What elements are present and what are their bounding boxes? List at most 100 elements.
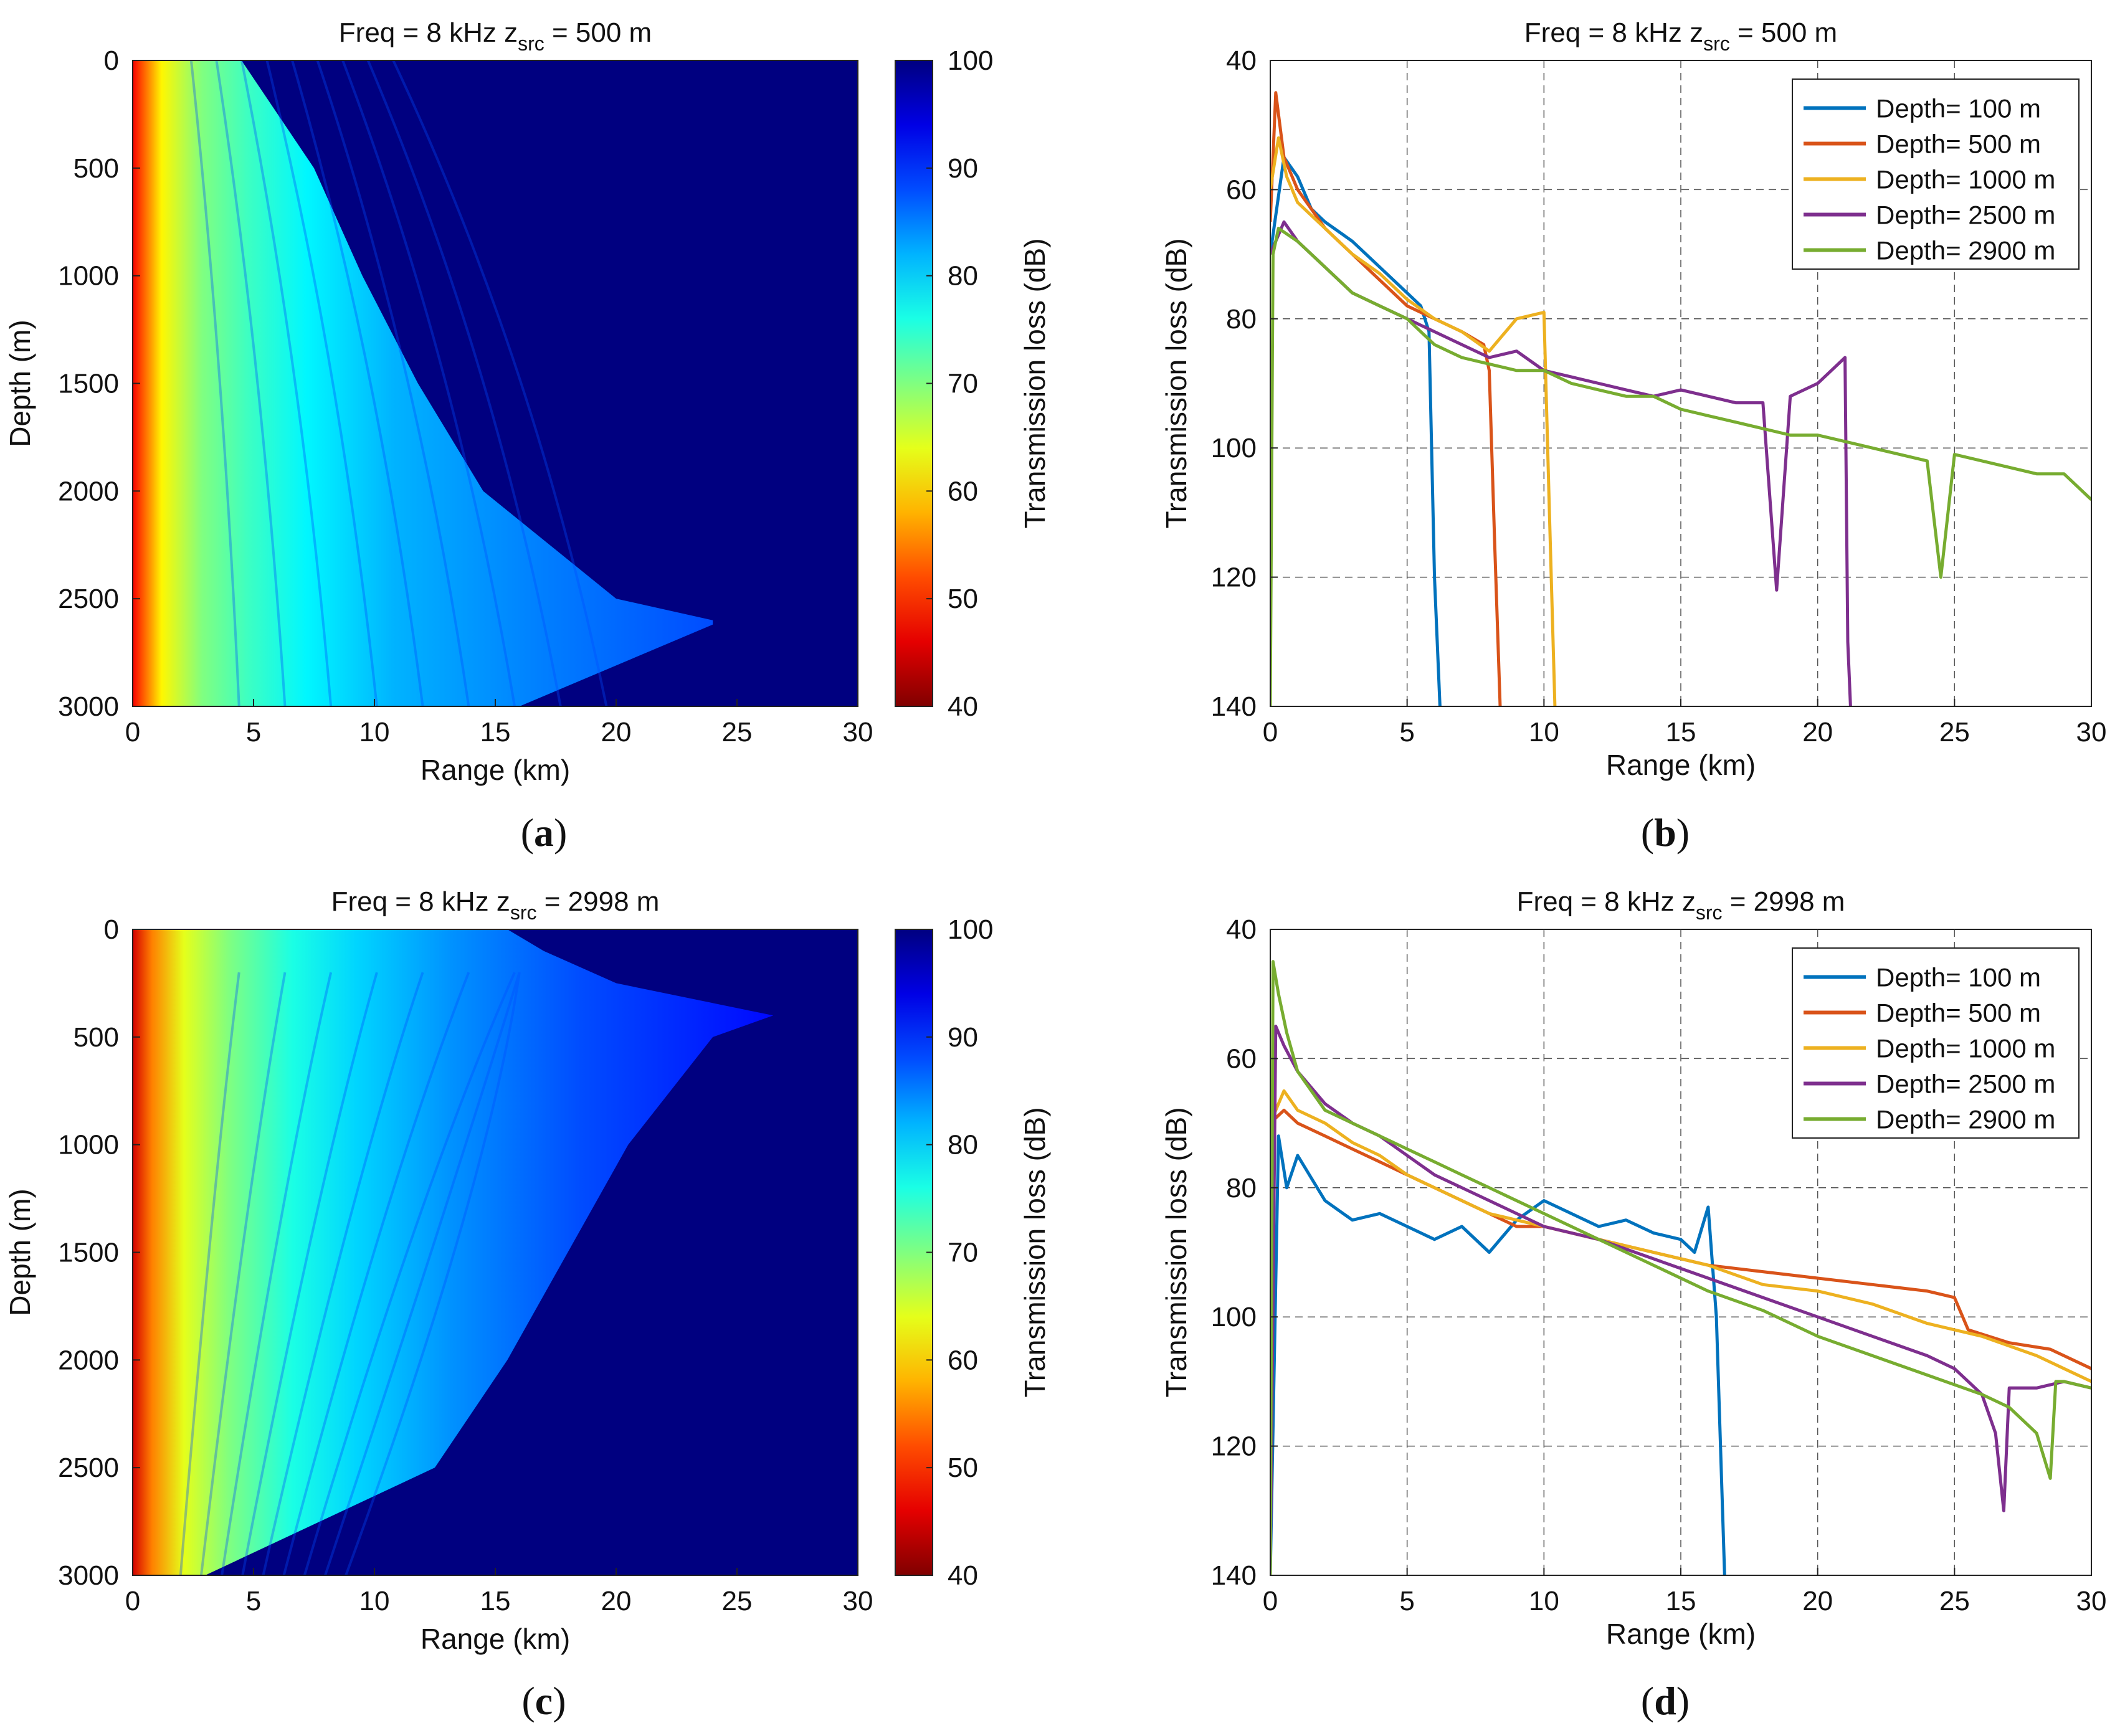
series-line-5 [1270,227,2091,706]
y-tick-label: 3000 [58,1560,119,1591]
x-tick-label: 10 [1529,1586,1559,1616]
x-tick-label: 25 [722,1586,753,1616]
striation-line [282,972,470,1576]
striation-line [366,60,562,707]
striation-line [392,60,608,707]
x-axis-label: Range (km) [421,754,570,786]
x-tick-label: 15 [1666,1586,1696,1616]
y-tick-label: 500 [74,1022,119,1053]
chart-title: Freq = 8 kHz zsrc = 500 m [1524,17,1837,55]
series-line-5 [1270,960,2091,1575]
legend-label-2: Depth= 500 m [1876,998,2041,1028]
chart-title: Freq = 8 kHz zsrc = 2998 m [331,886,660,924]
striation-line [189,60,240,707]
x-tick-label: 20 [601,1586,632,1616]
striation-line [241,972,378,1576]
legend-label-4: Depth= 2500 m [1876,1070,2055,1099]
x-tick-label: 20 [1802,717,1833,747]
striation-line [265,60,378,707]
y-axis-label: Transmission loss (dB) [1160,1107,1192,1397]
x-tick-label: 30 [2076,1586,2107,1616]
legend-box [1792,78,2080,270]
legend: Depth= 100 m Depth= 500 m Depth= 1000 m Dep… [1792,947,2080,1139]
chart-title: Freq = 8 kHz zsrc = 2998 m [1517,886,1845,924]
x-tick-label: 25 [1939,717,1970,747]
y-tick-label: 60 [1226,1043,1257,1074]
y-tick-label: 1000 [58,1130,119,1160]
colorbar-tick-label: 70 [948,369,978,399]
series-line-1 [1270,156,1442,706]
x-tick-label: 5 [1399,1586,1414,1616]
x-tick-label: 10 [359,717,390,747]
colorbar-tick-label: 60 [948,476,978,506]
y-tick-label: 140 [1211,691,1257,722]
colorbar-tick-label: 80 [948,1130,978,1160]
x-tick-label: 0 [1263,1586,1278,1616]
y-tick-label: 60 [1226,174,1257,205]
legend-label-5: Depth= 2900 m [1876,236,2055,265]
colorbar-label: Transmission loss (dB) [1019,1107,1051,1397]
y-tick-label: 1500 [58,369,119,399]
y-tick-label: 3000 [58,691,119,722]
series-line-2 [1270,91,1502,706]
x-tick-label: 20 [1802,1586,1833,1616]
colorbar-tick-label: 90 [948,1022,978,1053]
y-tick-label: 140 [1211,1560,1257,1591]
striation-line [291,60,424,707]
caption-b: (b) [1640,810,1690,855]
insonified-field [133,929,774,1575]
chart-b: 0 5 10 15 20 25 30 40 60 80 100 120 140 Range (km) Tra… [1160,45,2106,781]
striation-line [240,60,333,707]
series-line-4 [1270,1025,2091,1575]
colorbar-tick-label: 50 [948,584,978,614]
colorbar-tick-label: 100 [948,45,993,76]
y-tick-label: 0 [104,45,119,76]
x-tick-label: 25 [1939,1586,1970,1616]
y-tick-label: 2500 [58,584,119,614]
y-tick-label: 2000 [58,476,119,506]
chart-d: 0 5 10 15 20 25 30 40 60 80 100 120 140 Range (km) Tra… [1160,914,2106,1650]
legend: Depth= 100 m Depth= 500 m Depth= 1000 m Dep… [1792,78,2080,270]
series-line-3 [1270,136,1557,706]
legend-label-5: Depth= 2900 m [1876,1105,2055,1134]
chart-a: 0 5 10 15 20 25 30 0 500 1000 1500 2000 2500 3000 Rang… [4,45,1051,786]
colorbar-tick-label: 70 [948,1238,978,1268]
y-tick-label: 500 [74,153,119,184]
legend-box [1792,947,2080,1139]
x-tick-label: 0 [125,717,140,747]
x-tick-label: 15 [480,1586,511,1616]
colorbar-tick-label: 80 [948,261,978,292]
x-tick-label: 30 [2076,717,2107,747]
striation-line [215,60,287,707]
y-tick-label: 120 [1211,562,1257,593]
legend-label-3: Depth= 1000 m [1876,1034,2055,1063]
caption-c: (c) [521,1679,566,1723]
colorbar-tick-label: 90 [948,153,978,184]
y-tick-label: 1500 [58,1238,119,1268]
y-tick-label: 120 [1211,1431,1257,1462]
insonified-field [133,60,713,706]
caption-a: (a) [520,810,568,855]
y-tick-label: 2000 [58,1345,119,1375]
x-tick-label: 10 [359,1586,390,1616]
series-line-1 [1270,1134,1726,1575]
series-group [1270,960,2091,1575]
striation-line [179,972,240,1576]
x-tick-label: 5 [246,1586,261,1616]
striation-line [221,972,333,1576]
x-tick-label: 30 [843,717,873,747]
x-tick-label: 15 [480,717,511,747]
x-axis-label: Range (km) [1606,1618,1756,1650]
x-tick-label: 25 [722,717,753,747]
striation-line [345,972,521,1576]
chart-c: 0 5 10 15 20 25 30 0 500 1000 1500 2000 2500 3000 Rang… [4,914,1051,1655]
x-tick-label: 20 [601,717,632,747]
y-tick-label: 40 [1226,914,1257,945]
striation-line [262,972,424,1576]
striations [189,60,608,707]
striation-line [200,972,287,1576]
series-group [1270,91,2091,706]
colorbar-tick-label: 50 [948,1453,978,1483]
x-tick-label: 0 [125,1586,140,1616]
